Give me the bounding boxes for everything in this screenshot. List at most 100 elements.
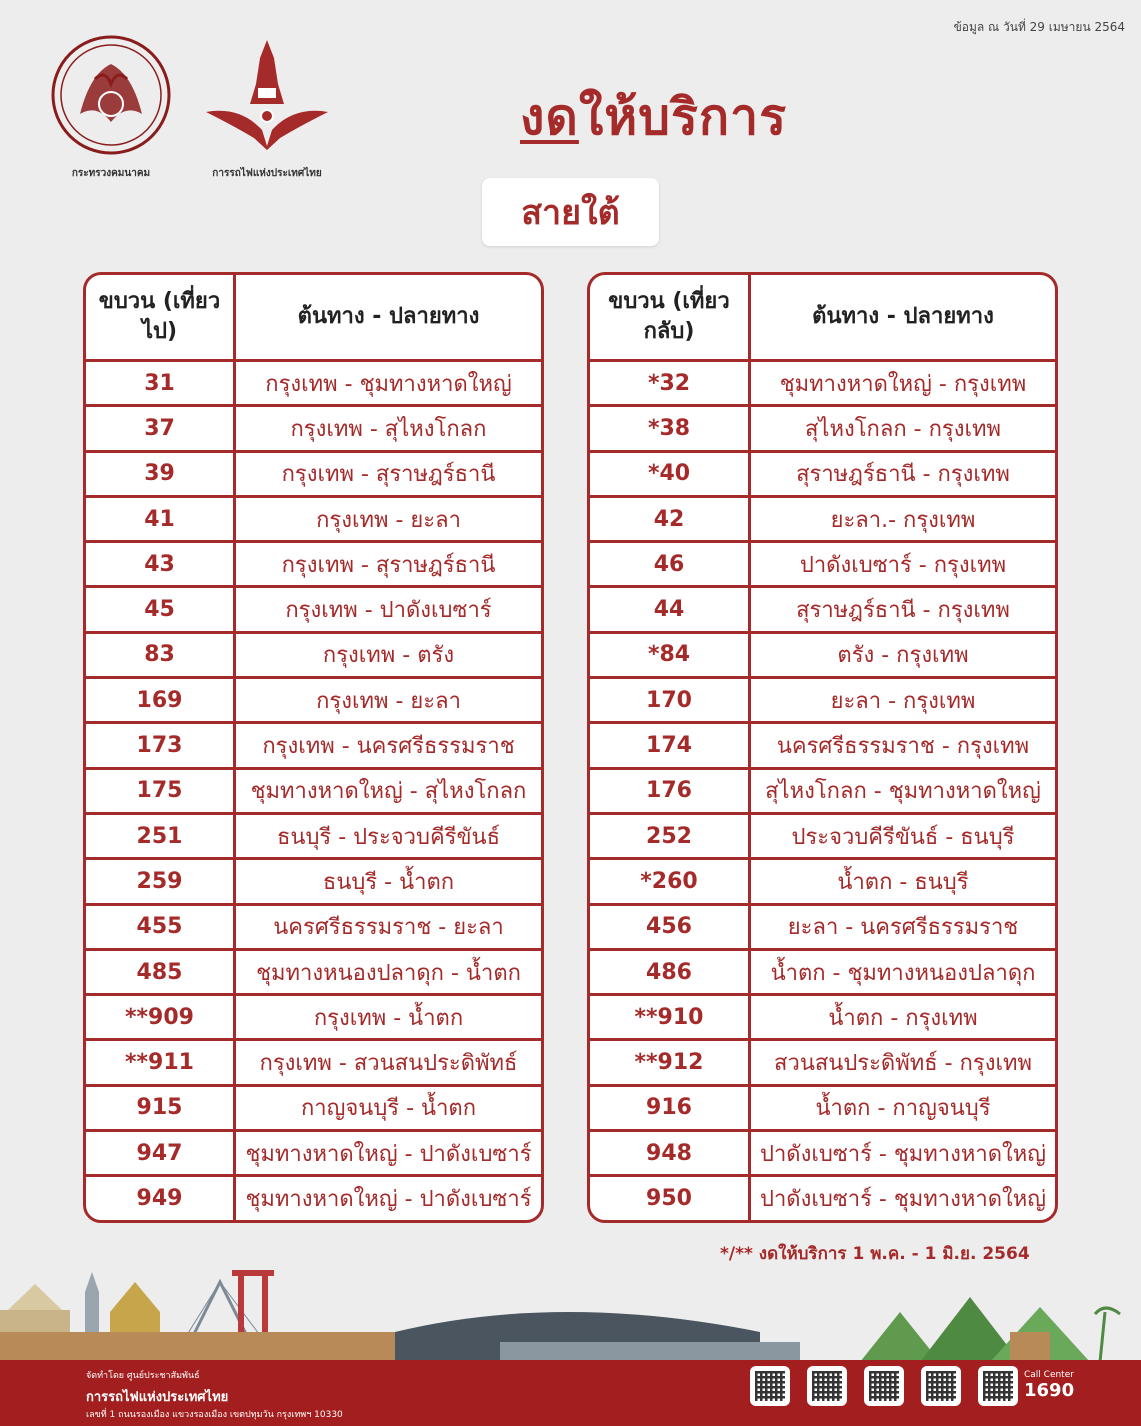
date-note: ข้อมูล ณ วันที่ 29 เมษายน 2564	[953, 20, 1125, 34]
train-number: 42	[590, 494, 750, 542]
route: กรุงเทพ - ตรัง	[233, 630, 541, 678]
table-row: **912 สวนสนประดิพัทธ์ - กรุงเทพ	[590, 1038, 1055, 1086]
line-subtitle: สายใต้	[482, 178, 659, 246]
route: ปาดังเบซาร์ - ชุมทางหาดใหญ่	[748, 1129, 1055, 1176]
table-row: 46 ปาดังเบซาร์ - กรุงเทพ	[590, 540, 1055, 587]
train-number: 173	[86, 721, 235, 769]
title-underlined: งด	[520, 88, 579, 146]
route: ชุมทางหนองปลาดุก - น้ำตก	[233, 947, 541, 995]
app-qr-card[interactable]	[750, 1366, 790, 1406]
qr-code-icon	[983, 1371, 1013, 1401]
footer-org-name: การรถไฟแห่งประเทศไทย	[86, 1390, 229, 1405]
route: ปาดังเบซาร์ - ชุมทางหาดใหญ่	[748, 1174, 1055, 1220]
train-number: 259	[86, 857, 235, 905]
train-number: 251	[86, 811, 235, 859]
table-row: 455 นครศรีธรรมราช - ยะลา	[86, 902, 541, 950]
footer-made-by: จัดทำโดย ศูนย์ประชาสัมพันธ์	[86, 1371, 200, 1381]
table-row: 175 ชุมทางหาดใหญ่ - สุไหงโกลก	[86, 766, 541, 814]
route: สวนสนประดิพัทธ์ - กรุงเทพ	[748, 1038, 1055, 1086]
outbound-header-train: ขบวน (เที่ยวไป)	[86, 275, 235, 362]
train-number: 949	[86, 1174, 235, 1220]
train-number: **909	[86, 993, 235, 1040]
title-rest: ให้บริการ	[578, 88, 788, 146]
outbound-header-route: ต้นทาง - ปลายทาง	[233, 275, 541, 362]
youtube-qr-card[interactable]	[921, 1366, 961, 1406]
table-row: 259 ธนบุรี - น้ำตก	[86, 857, 541, 905]
table-row: 170 ยะลา - กรุงเทพ	[590, 676, 1055, 723]
table-row: *32 ชุมทางหาดใหญ่ - กรุงเทพ	[590, 360, 1055, 406]
table-row: 950 ปาดังเบซาร์ - ชุมทางหาดใหญ่	[590, 1174, 1055, 1220]
route: ยะลา - กรุงเทพ	[748, 676, 1055, 723]
table-row: *38 สุไหงโกลก - กรุงเทพ	[590, 404, 1055, 452]
qr-code-icon	[812, 1371, 842, 1401]
table-row: 915 กาญจนบุรี - น้ำตก	[86, 1083, 541, 1131]
table-row: 916 น้ำตก - กาญจนบุรี	[590, 1083, 1055, 1131]
table-row: 31 กรุงเทพ - ชุมทางหาดใหญ่	[86, 360, 541, 406]
table-row: 41 กรุงเทพ - ยะลา	[86, 494, 541, 542]
route: กรุงเทพ - สวนสนประดิพัทธ์	[233, 1038, 541, 1086]
website-qr-card[interactable]	[864, 1366, 904, 1406]
route: ชุมทางหาดใหญ่ - ปาดังเบซาร์	[233, 1129, 541, 1176]
train-number: 43	[86, 540, 235, 587]
table-row: *260 น้ำตก - ธนบุรี	[590, 857, 1055, 905]
inbound-header-route: ต้นทาง - ปลายทาง	[748, 275, 1055, 362]
route: ยะลา.- กรุงเทพ	[748, 494, 1055, 542]
route: กรุงเทพ - สุราษฎร์ธานี	[233, 449, 541, 497]
route: ชุมทางหาดใหญ่ - สุไหงโกลก	[233, 766, 541, 814]
ministry-seal-icon	[51, 35, 171, 155]
route: กรุงเทพ - สุราษฎร์ธานี	[233, 540, 541, 587]
table-row: **909 กรุงเทพ - น้ำตก	[86, 993, 541, 1040]
qr-code-icon	[926, 1371, 956, 1401]
train-number: 39	[86, 449, 235, 497]
train-number: 83	[86, 630, 235, 678]
route: ธนบุรี - น้ำตก	[233, 857, 541, 905]
table-row: 176 สุไหงโกลก - ชุมทางหาดใหญ่	[590, 766, 1055, 814]
table-row: 948 ปาดังเบซาร์ - ชุมทางหาดใหญ่	[590, 1129, 1055, 1176]
table-row: 252 ประจวบคีรีขันธ์ - ธนบุรี	[590, 811, 1055, 859]
train-number: *84	[590, 630, 750, 678]
train-number: 31	[144, 370, 175, 396]
train-number: 252	[590, 811, 750, 859]
train-number: 915	[86, 1083, 235, 1131]
train-number: 485	[86, 947, 235, 995]
train-number: 174	[590, 721, 750, 769]
route: ปาดังเบซาร์ - กรุงเทพ	[748, 540, 1055, 587]
train-number: 44	[590, 585, 750, 633]
route: น้ำตก - ชุมทางหนองปลาดุก	[748, 947, 1055, 995]
table-row: *84 ตรัง - กรุงเทพ	[590, 630, 1055, 678]
table-row: 486 น้ำตก - ชุมทางหนองปลาดุก	[590, 947, 1055, 995]
tracking-qr-card[interactable]	[807, 1366, 847, 1406]
inbound-header-train: ขบวน (เที่ยวกลับ)	[590, 275, 750, 362]
train-number: **910	[590, 993, 750, 1040]
route: กาญจนบุรี - น้ำตก	[233, 1083, 541, 1131]
ministry-caption: กระทรวงคมนาคม	[71, 168, 151, 179]
route: น้ำตก - ธนบุรี	[748, 857, 1055, 905]
route: ประจวบคีรีขันธ์ - ธนบุรี	[748, 811, 1055, 859]
route: สุราษฎร์ธานี - กรุงเทพ	[748, 449, 1055, 497]
route: สุไหงโกลก - กรุงเทพ	[748, 404, 1055, 452]
route: นครศรีธรรมราช - กรุงเทพ	[748, 721, 1055, 769]
route: กรุงเทพ - น้ำตก	[233, 993, 541, 1040]
route: น้ำตก - กาญจนบุรี	[748, 1083, 1055, 1131]
skyline-illustration-icon	[0, 1270, 1121, 1362]
train-number: 45	[86, 585, 235, 633]
call-center-number: 1690	[1024, 1380, 1075, 1401]
route: ชุมทางหาดใหญ่ - ปาดังเบซาร์	[233, 1174, 541, 1220]
table-row: 45 กรุงเทพ - ปาดังเบซาร์	[86, 585, 541, 633]
table-row: 37 กรุงเทพ - สุไหงโกลก	[86, 404, 541, 452]
route: ยะลา - นครศรีธรรมราช	[748, 902, 1055, 950]
route: กรุงเทพ - สุไหงโกลก	[233, 404, 541, 452]
call-center[interactable]: Call Center 1690	[1024, 1370, 1074, 1401]
route: ตรัง - กรุงเทพ	[748, 630, 1055, 678]
route: ชุมทางหาดใหญ่ - กรุงเทพ	[748, 360, 1055, 406]
line-qr-card[interactable]	[978, 1366, 1018, 1406]
table-row: 44 สุราษฎร์ธานี - กรุงเทพ	[590, 585, 1055, 633]
footer-address: เลขที่ 1 ถนนรองเมือง แขวงรองเมือง เขตปทุ…	[86, 1410, 343, 1420]
train-number: 455	[86, 902, 235, 950]
call-center-label: Call Center	[1024, 1370, 1074, 1380]
route: กรุงเทพ - ยะลา	[233, 494, 541, 542]
page-title: งดให้บริการ	[520, 78, 920, 157]
table-row: 39 กรุงเทพ - สุราษฎร์ธานี	[86, 449, 541, 497]
table-row: 83 กรุงเทพ - ตรัง	[86, 630, 541, 678]
route: น้ำตก - กรุงเทพ	[748, 993, 1055, 1040]
